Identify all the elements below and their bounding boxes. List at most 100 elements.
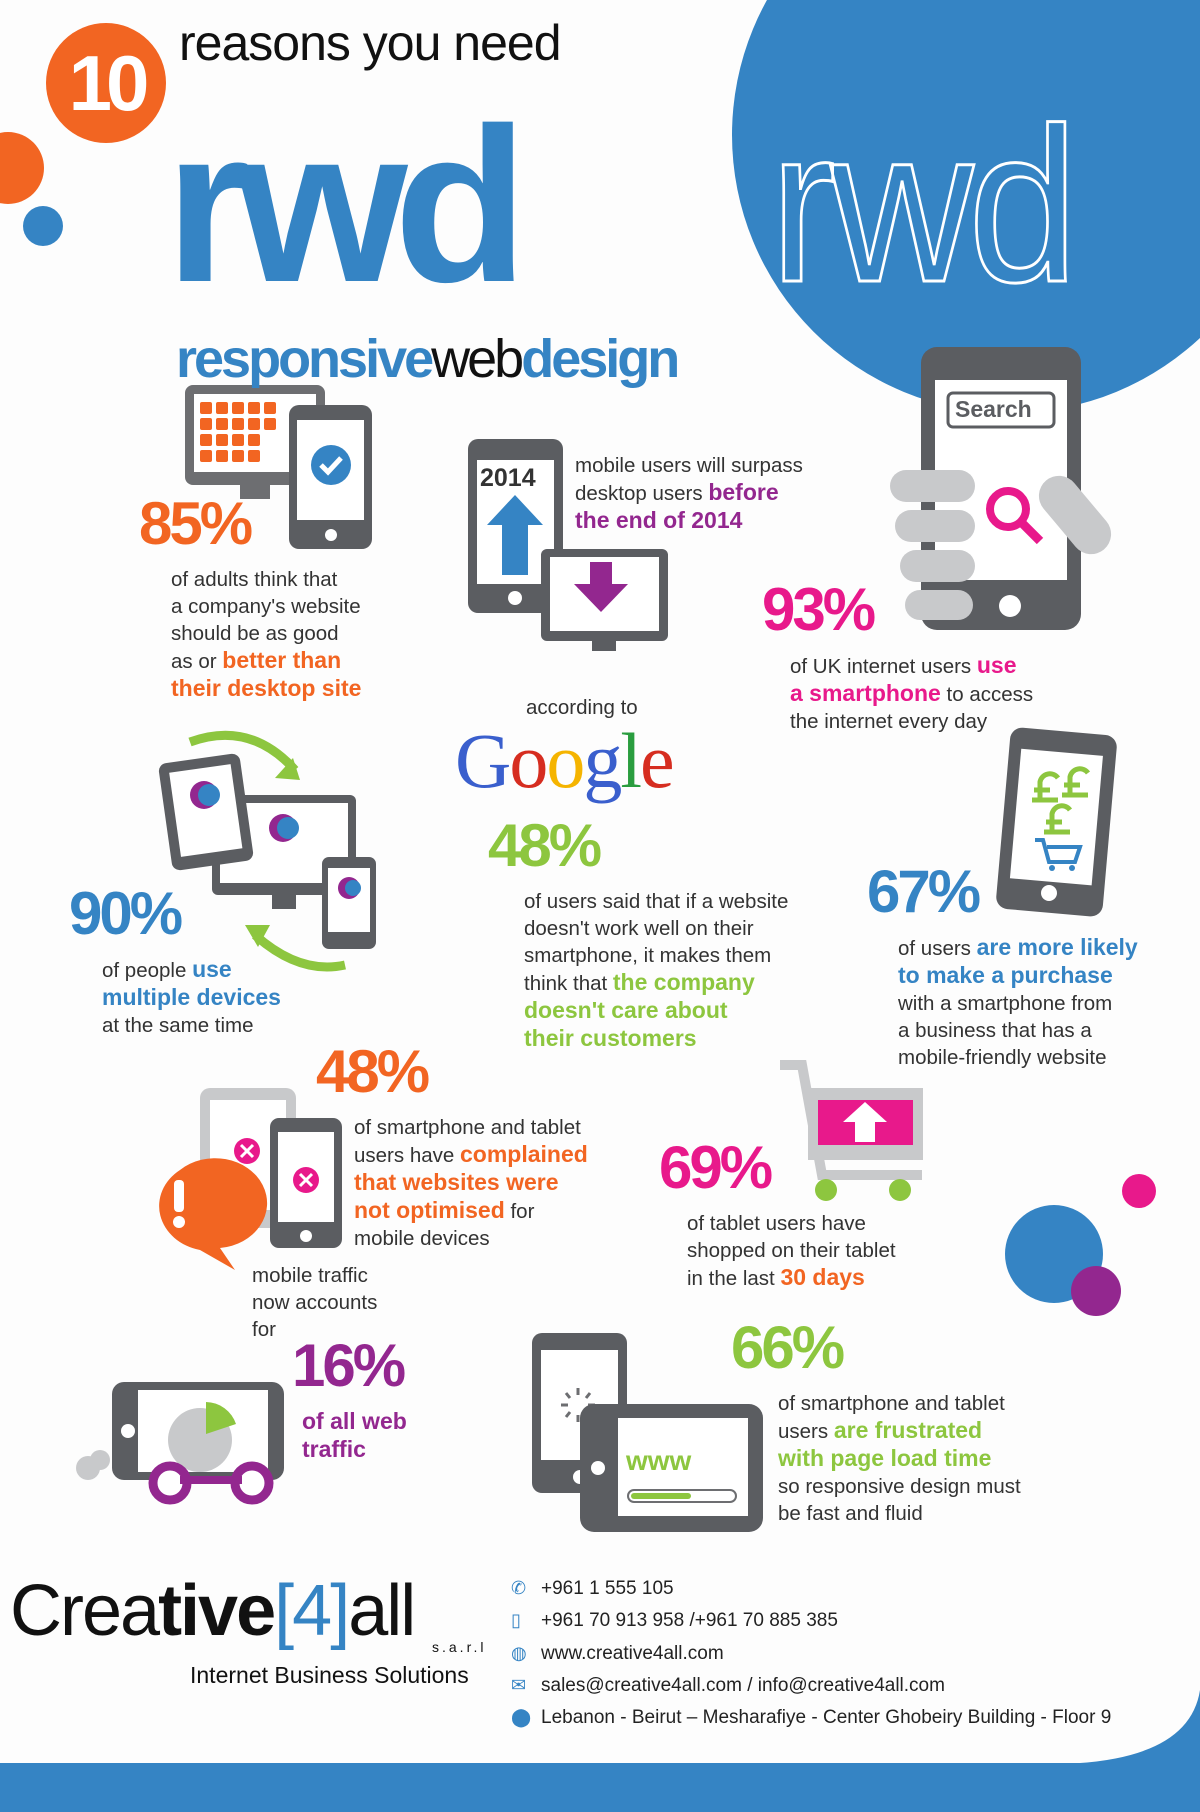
body-text: mobile users will surpass (575, 454, 803, 477)
mobile-icon: ▯ (511, 1610, 521, 1630)
body-text: at the same time (102, 1014, 254, 1037)
contact-address: ⬤ Lebanon - Beirut – Mesharafiye - Center… (511, 1707, 1112, 1729)
big-blue-circle (732, 0, 1200, 413)
body-text: a business that has a (898, 1019, 1092, 1042)
contact-website[interactable]: ◍ www.creative4all.com (511, 1643, 724, 1665)
body-text: should be as good (171, 622, 339, 645)
creative4all-logo: Creative[4]all (10, 1575, 416, 1647)
contact-phone[interactable]: ✆ +961 1 555 105 (511, 1578, 674, 1600)
body-text: mobile-friendly website (898, 1046, 1107, 1069)
logo-sarl: s.a.r.l (432, 1639, 487, 1655)
logo-part: tive (158, 1571, 276, 1651)
globe-icon: ◍ (511, 1643, 527, 1663)
logo-part: [4] (274, 1571, 350, 1651)
highlight-text: their customers (524, 1025, 697, 1051)
contact-text: Lebanon - Beirut – Mesharafiye - Center … (541, 1707, 1112, 1728)
devices-error-icon (159, 1088, 342, 1270)
subtitle-design: design (521, 329, 680, 389)
text-line: users have complained (354, 1141, 588, 1169)
text-line: of users said that if a website (524, 888, 788, 915)
logo-tagline: Internet Business Solutions (190, 1662, 469, 1688)
highlight-text: better than (222, 647, 342, 673)
body-text: for (252, 1318, 276, 1341)
body-text: as or (171, 650, 223, 673)
stat-69-text: of tablet users have shopped on their tab… (687, 1210, 896, 1292)
text-line: mobile-friendly website (898, 1044, 1138, 1071)
text-line: of adults think that (171, 566, 361, 593)
pound-sign-icon (1044, 803, 1073, 835)
text-line: a company's website (171, 593, 361, 620)
body-text: doesn't work well on their (524, 917, 754, 940)
text-line: a business that has a (898, 1017, 1138, 1044)
highlight-text: complained (459, 1141, 588, 1167)
pink-dot (1122, 1174, 1156, 1208)
body-text: smartphone, it makes them (524, 944, 772, 967)
www-label: www (626, 1445, 692, 1476)
text-line: as or better than (171, 647, 361, 675)
body-text: users (778, 1420, 834, 1443)
orange-dot (0, 132, 44, 204)
contact-email[interactable]: ✉ sales@creative4all.com / info@creative4… (511, 1675, 945, 1697)
body-text: in the last (687, 1267, 781, 1290)
body-text: of smartphone and tablet (778, 1392, 1005, 1415)
text-line: traffic (302, 1436, 407, 1464)
highlight-text: with page load time (778, 1445, 992, 1471)
logo-part: Crea (10, 1571, 160, 1651)
stat-69-percent: 69% (659, 1134, 773, 1201)
contact-text: sales@creative4all.com / info@creative4a… (541, 1675, 945, 1696)
body-text: for (504, 1200, 535, 1223)
subtitle-responsive: responsive (176, 329, 434, 389)
phone-tablet-loading-icon (532, 1333, 763, 1532)
body-text: of adults think that (171, 568, 338, 591)
text-line: now accounts (252, 1289, 377, 1316)
text-line: multiple devices (102, 984, 281, 1012)
body-text: desktop users (575, 482, 709, 505)
body-text: be fast and fluid (778, 1502, 923, 1525)
highlight-text: multiple devices (102, 984, 281, 1010)
text-line: of smartphone and tablet (778, 1390, 1021, 1417)
stat-93-text: of UK internet users use a smartphone to … (790, 652, 1033, 735)
smartphone-search-icon (890, 347, 1112, 630)
phone-icon: ✆ (511, 1578, 527, 1598)
stat-16-percent: 16% (292, 1332, 406, 1399)
stat-48-google-text: of users said that if a website doesn't w… (524, 888, 788, 1053)
stat-85-percent: 85% (139, 490, 253, 557)
contact-mobile[interactable]: ▯ +961 70 913 958 /+961 70 885 385 (511, 1610, 838, 1632)
headline-rwd-outline: rwd (769, 82, 1080, 328)
text-line: with page load time (778, 1445, 1021, 1473)
stat-85-text: of adults think that a company's website s… (171, 566, 361, 703)
text-line: a smartphone to access (790, 680, 1033, 708)
text-line: of tablet users have (687, 1210, 896, 1237)
body-text: users have (354, 1144, 460, 1167)
text-line: so responsive design must (778, 1473, 1021, 1500)
body-text: now accounts (252, 1291, 378, 1314)
highlight-text: traffic (302, 1436, 366, 1462)
text-line: of smartphone and tablet (354, 1114, 588, 1141)
stat-48-complained-percent: 48% (316, 1038, 430, 1105)
text-line: should be as good (171, 620, 361, 647)
body-text: mobile traffic (252, 1264, 368, 1287)
highlight-text: are frustrated (833, 1417, 983, 1443)
text-line: be fast and fluid (778, 1500, 1021, 1527)
body-text: a company's website (171, 595, 361, 618)
text-line: of people use (102, 956, 281, 984)
purple-dot (1071, 1266, 1121, 1316)
highlight-text: before (708, 479, 779, 505)
body-text: shopped on their tablet (687, 1239, 896, 1262)
location-pin-icon: ⬤ (511, 1707, 532, 1727)
year-2014-label: 2014 (480, 464, 536, 492)
text-line: of all web (302, 1408, 407, 1436)
text-line: smartphone, it makes them (524, 942, 788, 969)
phone-checkmark-icon (289, 405, 372, 549)
subtitle-web: web (431, 329, 524, 389)
body-text: to access (940, 683, 1034, 706)
highlight-text: are more likely (976, 934, 1138, 960)
highlight-text: a smartphone (790, 680, 941, 706)
text-line: that websites were (354, 1169, 588, 1197)
multiple-devices-icon (158, 730, 376, 972)
logo-part: all (348, 1571, 416, 1651)
text-line: doesn't work well on their (524, 915, 788, 942)
text-line: mobile traffic (252, 1262, 377, 1289)
phone-car-pie-chart-icon (76, 1382, 284, 1505)
stat-90-percent: 90% (69, 880, 183, 947)
